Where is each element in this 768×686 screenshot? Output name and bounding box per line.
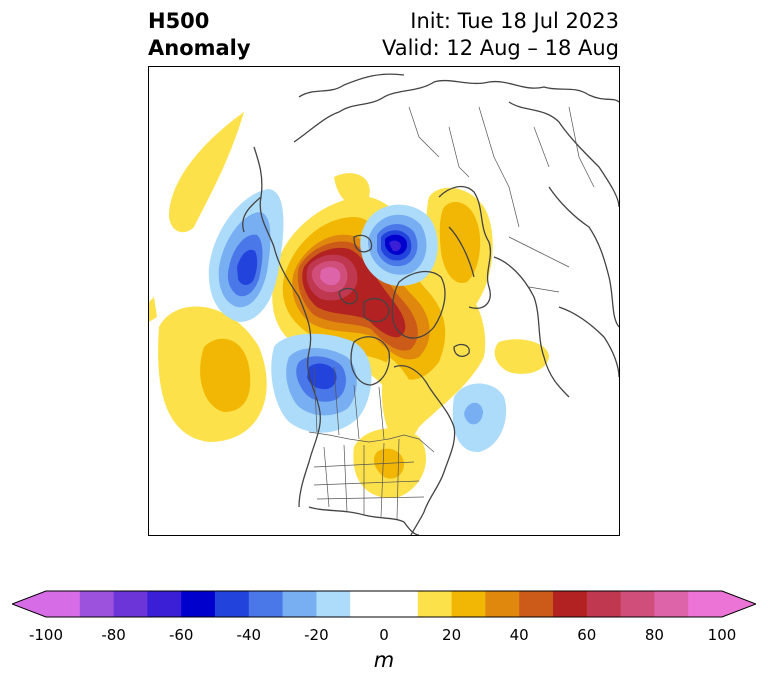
colorbar-extend-low [12, 591, 46, 617]
colorbar-cell [654, 591, 689, 617]
anomaly-map [148, 66, 620, 536]
colorbar-cell [248, 591, 284, 617]
colorbar-cell [147, 591, 182, 617]
colorbar-cell [485, 591, 520, 617]
colorbar-tick-label: -40 [236, 626, 262, 644]
colorbar-tick-label: 80 [644, 626, 664, 644]
colorbar-tick-label: 20 [442, 626, 462, 644]
colorbar-ticks: -100 -80 -60 -40 -20 0 20 40 60 80 100 [0, 626, 768, 646]
init-date: Init: Tue 18 Jul 2023 [410, 9, 619, 33]
colorbar-cell [384, 591, 419, 617]
chart-title: H500 Anomaly [148, 8, 251, 62]
title-line-1: H500 [148, 9, 210, 33]
negative-anomaly-shading [208, 189, 507, 453]
colorbar-cell [688, 591, 723, 617]
colorbar-cell [113, 591, 148, 617]
colorbar-cell [451, 591, 486, 617]
colorbar-tick-label: -20 [304, 626, 329, 644]
colorbar-cell [620, 591, 655, 617]
colorbar-cell [46, 591, 81, 617]
anomaly-map-svg [149, 73, 619, 535]
colorbar-extend-high [722, 591, 756, 617]
title-line-2: Anomaly [148, 36, 251, 60]
colorbar-tick-label: -60 [168, 626, 194, 644]
colorbar-tick-label: -80 [101, 626, 126, 644]
colorbar-cell [586, 591, 622, 617]
colorbar-cell [519, 591, 554, 617]
colorbar-cells [12, 591, 756, 617]
colorbar-units: m [373, 648, 395, 672]
colorbar-cell [215, 591, 250, 617]
colorbar-tick-label: 0 [379, 626, 389, 644]
colorbar-cell [553, 591, 588, 617]
valid-range: Valid: 12 Aug – 18 Aug [381, 36, 619, 60]
colorbar-cell [316, 591, 351, 617]
colorbar-cell [350, 591, 385, 617]
colorbar-tick-label: 100 [707, 626, 737, 644]
forecast-info: Init: Tue 18 Jul 2023 Valid: 12 Aug – 18… [382, 8, 619, 62]
colorbar-tick-label: 40 [509, 626, 529, 644]
borders [308, 106, 595, 520]
colorbar-outline [12, 590, 756, 618]
colorbar-tick-label: -100 [28, 626, 64, 644]
colorbar-cell [282, 591, 317, 617]
coastlines [242, 73, 619, 535]
colorbar-cell [181, 591, 216, 617]
colorbar-cell [79, 591, 115, 617]
colorbar [12, 590, 756, 618]
colorbar-cell [417, 591, 453, 617]
colorbar-tick-label: 60 [577, 626, 597, 644]
